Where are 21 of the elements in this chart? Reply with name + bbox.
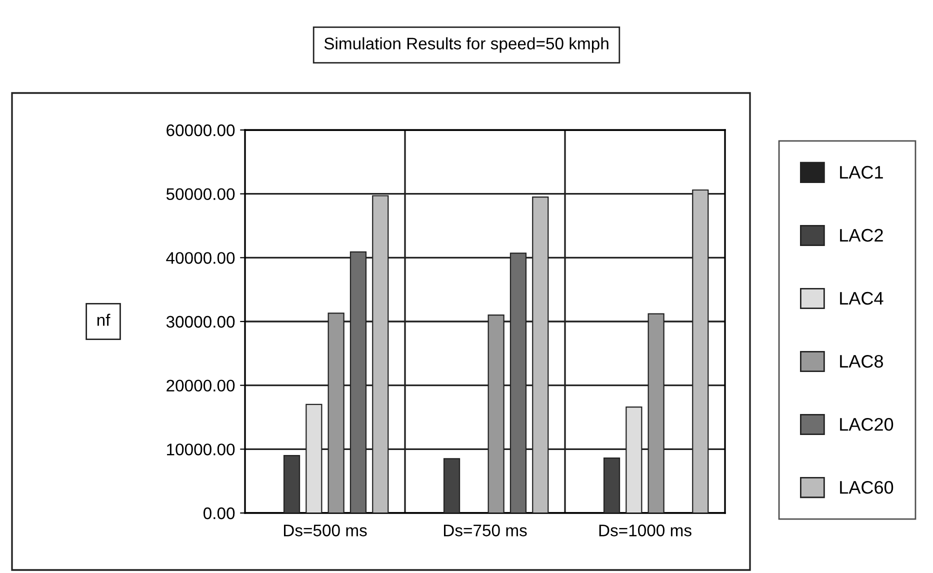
x-tick-label: Ds=1000 ms [599, 524, 692, 536]
y-axis-title: nf [97, 314, 110, 326]
legend-label: LAC2 [840, 228, 883, 242]
y-tick-label: 20000.00 [166, 380, 235, 392]
y-tick-label: 0.00 [203, 507, 235, 520]
y-tick-label: 10000.00 [167, 444, 235, 456]
y-tick-label: 30000.00 [166, 316, 235, 328]
bar [443, 458, 460, 513]
chart-title: Simulation Results for speed=50 kmph [324, 37, 608, 53]
legend-label: LAC1 [840, 166, 883, 179]
y-tick-label: 50000.00 [166, 188, 235, 200]
legend-label: LAC20 [840, 418, 894, 431]
legend-label: LAC4 [840, 292, 884, 305]
x-tick-label: Ds=750 ms [444, 524, 527, 536]
y-tick-label: 40000.00 [166, 252, 235, 264]
bar [603, 458, 620, 513]
legend-label: LAC60 [840, 480, 894, 494]
x-tick-label: Ds=500 ms [284, 524, 367, 536]
bar [283, 454, 300, 513]
legend-label: LAC8 [840, 354, 883, 368]
y-tick-label: 60000.00 [166, 124, 235, 136]
